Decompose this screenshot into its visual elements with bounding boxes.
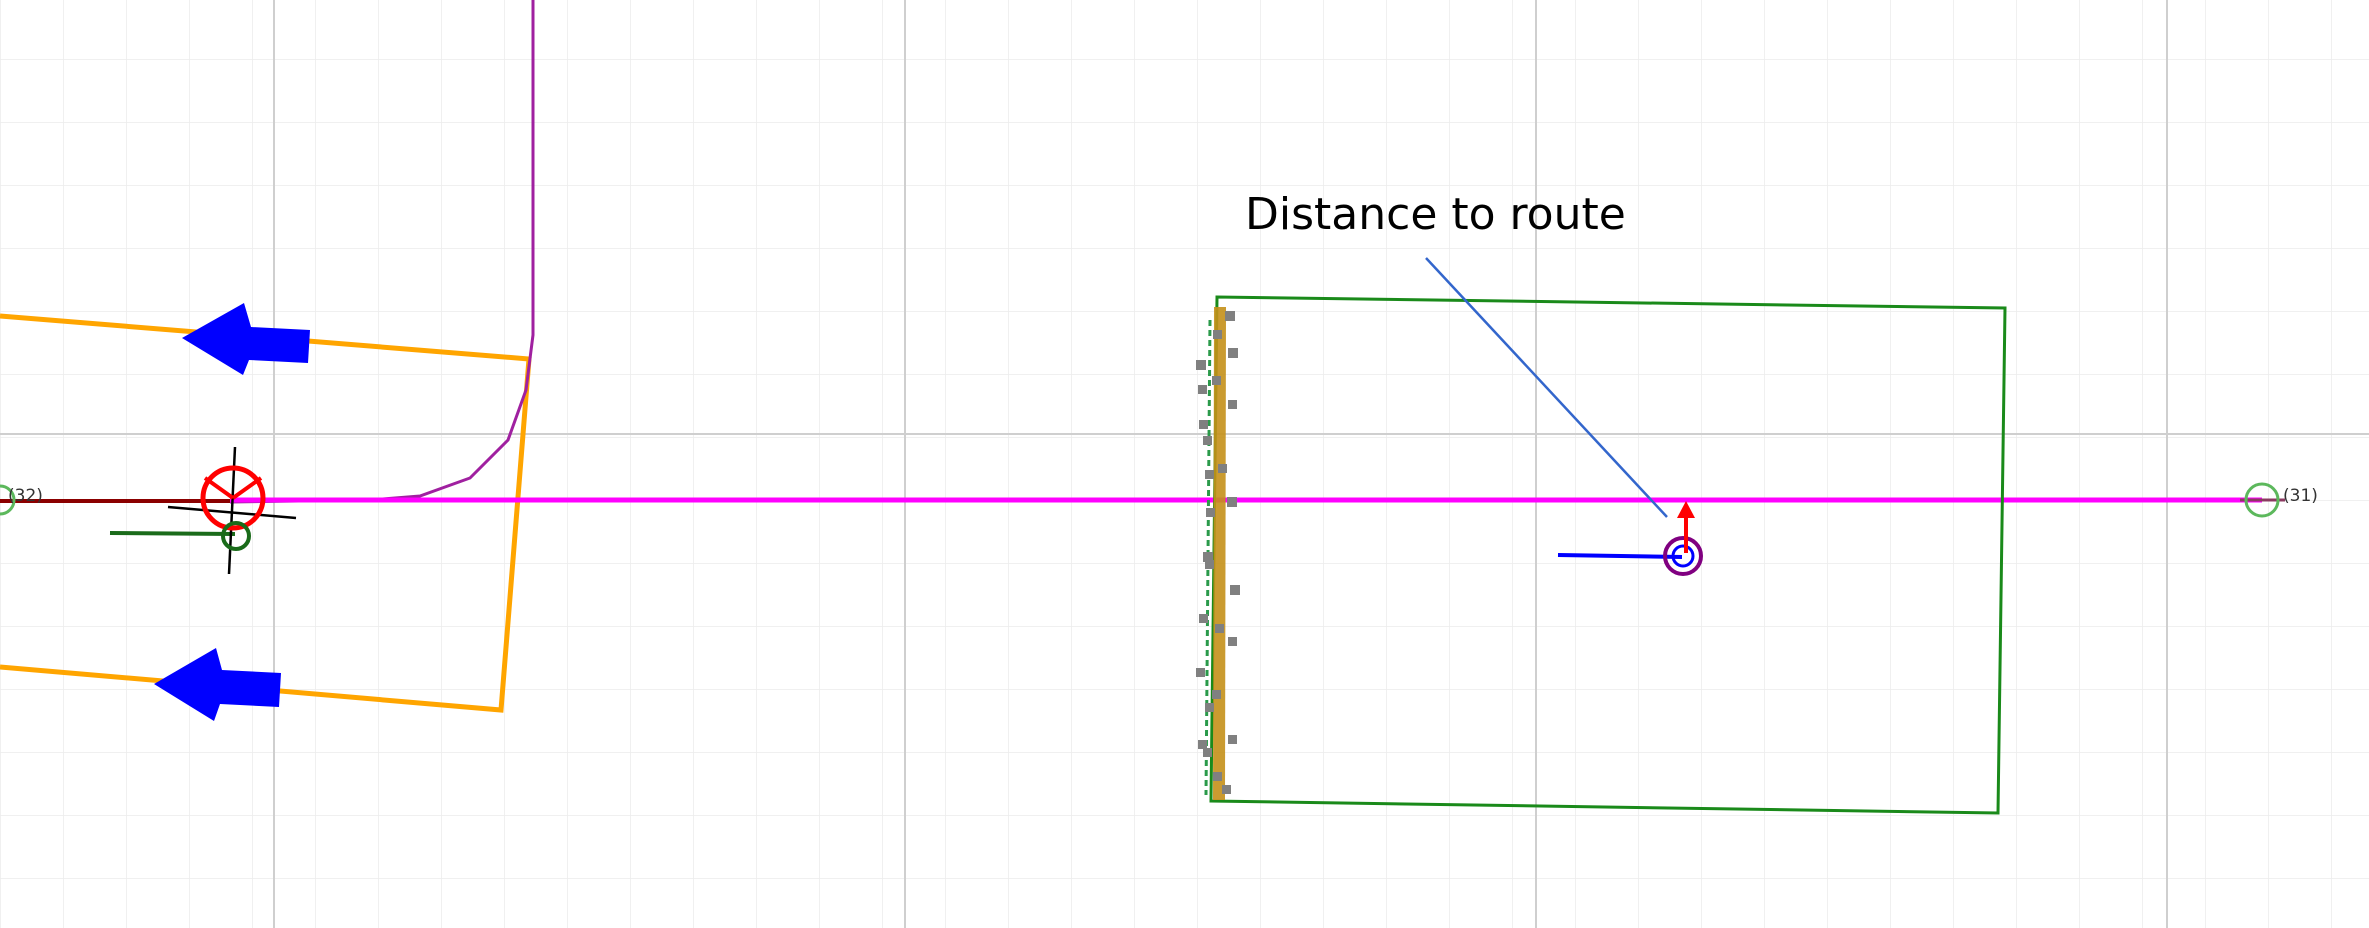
object-edge-strip — [1213, 307, 1226, 800]
annotation-leader-line — [1425, 257, 1668, 518]
object-edge-line — [1204, 319, 1212, 796]
ego-vehicle-icon[interactable] — [1663, 536, 1703, 576]
annotation-label: Distance to route — [1245, 189, 1626, 240]
ego-vehicle-inner-icon — [1671, 544, 1695, 568]
heading-line — [1557, 553, 1683, 559]
route-node-label: (31) — [2283, 486, 2318, 506]
route-node-label: (32) — [8, 486, 43, 506]
ego-heading-line — [109, 531, 236, 536]
point-cloud — [1196, 311, 1240, 794]
direction-arrow-icon — [154, 648, 281, 721]
ego-crosshair-line — [167, 505, 297, 520]
ego-marker-line — [203, 476, 235, 500]
ego-marker-icon — [200, 465, 266, 531]
object-bounding-box[interactable] — [1209, 295, 2007, 815]
route-node-icon[interactable] — [0, 484, 16, 516]
direction-arrow-icon — [182, 303, 310, 375]
ego-marker-line — [231, 476, 263, 500]
ego-position-icon — [221, 521, 251, 551]
distance-indicator-arrow-icon — [1677, 501, 1695, 518]
route-node-icon[interactable] — [2244, 482, 2280, 518]
